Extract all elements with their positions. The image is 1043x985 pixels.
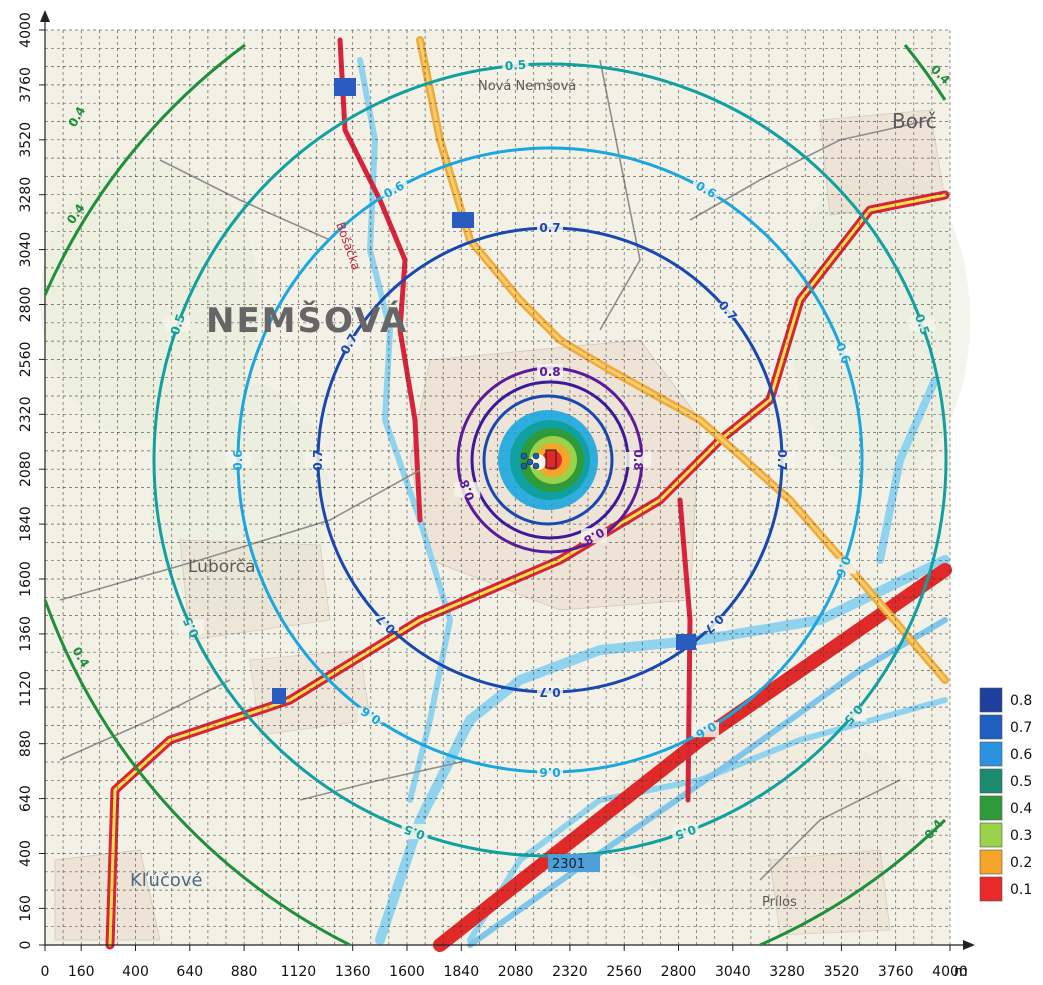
legend-label: 0.1 (1010, 882, 1032, 898)
y-tick-label: 880 (18, 730, 34, 757)
x-tick-label: 880 (231, 964, 258, 980)
contour-label: 0.8 (539, 365, 560, 379)
y-tick-label: 1120 (18, 671, 34, 707)
x-tick-label: 2560 (606, 964, 642, 980)
x-tick-label: 3040 (715, 964, 751, 980)
place-name-nemsova: NEMŠOVÁ (206, 300, 408, 341)
contour-label: 0.5 (673, 822, 698, 842)
legend-label: 0.4 (1010, 801, 1032, 817)
x-tick-label: 160 (68, 964, 95, 980)
y-tick-label: 3040 (18, 232, 34, 268)
legend-swatch (979, 795, 1003, 821)
y-tick-label: 4000 (18, 12, 34, 48)
contour-0.4 (43, 43, 947, 947)
place-name-luborca: Ľuborča (188, 557, 256, 577)
y-axis-ticks: 0 160 400 640 880 1120 1360 1600 1840 2080 2320 256… (18, 12, 45, 949)
x-tick-label: 640 (176, 964, 203, 980)
legend-label: 0.8 (1010, 693, 1032, 709)
y-tick-label: 160 (18, 895, 34, 922)
svg-text:2301: 2301 (552, 857, 585, 872)
x-tick-label: 400 (122, 964, 149, 980)
x-axis-ticks: 0 160 400 640 880 1120 1360 1600 1840 2080 2320 256… (41, 945, 968, 980)
y-tick-label: 400 (18, 840, 34, 867)
y-tick-label: 1360 (18, 616, 34, 652)
contour-label: 0.5 (168, 312, 188, 337)
legend-swatch (979, 849, 1003, 875)
y-tick-label: 0 (18, 941, 34, 950)
x-tick-label: 1600 (389, 964, 425, 980)
contour-label: 0.7 (311, 449, 325, 470)
contour-label: 0.7 (539, 685, 560, 699)
contour-label: 0.5 (504, 58, 526, 74)
receptor-markers (520, 452, 540, 470)
place-name-nova-nemsova: Nová Nemšová (478, 79, 576, 94)
y-tick-label: 2080 (18, 451, 34, 487)
concentration-legend: 0.8 0.7 0.6 0.5 0.4 0.3 0.2 0.1 (979, 687, 1032, 902)
motorway (433, 563, 952, 952)
legend-swatch (979, 714, 1003, 740)
contour-label: 0.5 (402, 822, 427, 842)
x-tick-label: 1120 (281, 964, 317, 980)
y-tick-label: 3520 (18, 122, 34, 158)
road-shields (272, 78, 696, 704)
legend-swatch (979, 741, 1003, 767)
x-tick-label: 2800 (661, 964, 697, 980)
road-number-2301: 2301 (548, 854, 600, 872)
y-tick-label: 640 (18, 785, 34, 812)
rivers (357, 57, 950, 945)
axes (40, 10, 975, 950)
x-tick-label: 3520 (824, 964, 860, 980)
contour-label: 0.7 (775, 449, 789, 470)
legend-label: 0.3 (1010, 828, 1032, 844)
legend-swatch (979, 687, 1003, 713)
contour-labels: 0.40.40.40.40.40.50.50.50.50.50.5 0.50.60… (64, 57, 953, 842)
emission-source-marker (545, 449, 557, 469)
x-tick-label: 2080 (498, 964, 534, 980)
source-plume (498, 410, 598, 510)
x-tick-label: 1840 (443, 964, 479, 980)
contour-label: 0.7 (539, 221, 560, 235)
minor-roads (59, 59, 931, 881)
place-name-prilosi: Prílos (762, 895, 797, 910)
y-tick-label: 2320 (18, 396, 34, 432)
x-tick-label: 1360 (335, 964, 371, 980)
y-tick-label: 1600 (18, 561, 34, 597)
legend-swatch (979, 768, 1003, 794)
contour-label: 0.8 (631, 449, 645, 470)
place-name-klucove: Kľúčové (130, 870, 203, 891)
contour-label: 0.6 (539, 765, 560, 779)
contour-label: 0.5 (912, 312, 932, 337)
legend-label: 0.5 (1010, 774, 1032, 790)
legend-swatch (979, 822, 1003, 848)
contour-label: 0.8 (457, 478, 477, 503)
x-tick-label: 0 (41, 964, 50, 980)
y-tick-label: 1840 (18, 506, 34, 542)
legend-label: 0.6 (1010, 747, 1032, 763)
x-axis-unit: m (954, 964, 968, 980)
x-tick-label: 2320 (552, 964, 588, 980)
y-tick-label: 3760 (18, 67, 34, 103)
y-tick-label: 2560 (18, 342, 34, 378)
place-name-borcice: Borč (892, 109, 937, 133)
x-tick-label: 4000 (932, 964, 968, 980)
contour-label: 0.6 (833, 554, 853, 579)
contour-label: 0.6 (231, 449, 245, 470)
legend-label: 0.2 (1010, 855, 1032, 871)
legend-label: 0.7 (1010, 720, 1032, 736)
x-tick-label: 3280 (769, 964, 805, 980)
x-tick-label: 3760 (878, 964, 914, 980)
y-tick-label: 2800 (18, 287, 34, 323)
legend-swatch (979, 876, 1003, 902)
contour-label: 0.6 (833, 341, 853, 366)
y-tick-label: 3280 (18, 177, 34, 213)
